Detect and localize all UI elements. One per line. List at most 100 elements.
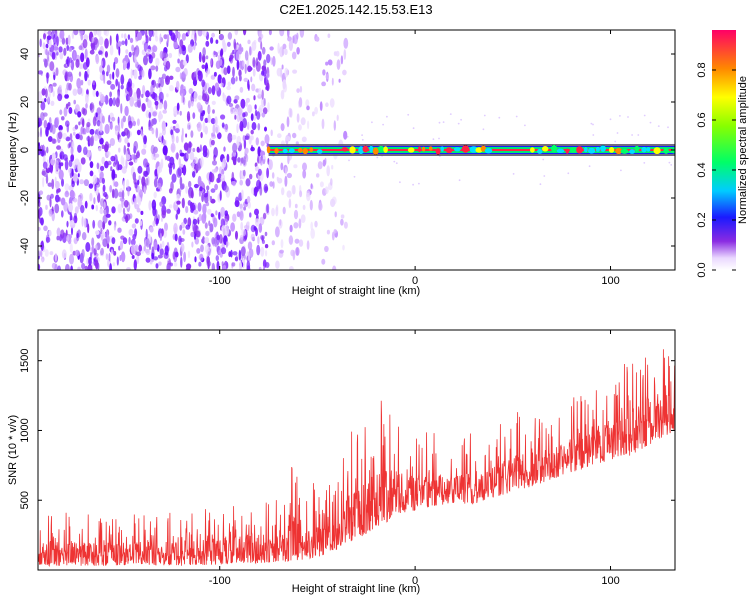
trace-blob [551, 144, 558, 153]
spectrogram-cell [254, 104, 257, 110]
spectrogram-cell [47, 93, 50, 104]
spectrogram-cell [138, 75, 142, 80]
spectrogram-cell [73, 197, 78, 203]
spectrogram-cell [89, 192, 93, 202]
spectrogram-cell [263, 266, 265, 270]
spectrogram-cell [292, 35, 295, 44]
spectrogram-cell [146, 99, 152, 109]
colorbar-tick-label: 0.4 [696, 162, 708, 177]
spectrogram-cell [83, 179, 89, 187]
spectrogram-cell [72, 88, 78, 96]
spectrogram-cell [57, 93, 63, 102]
spectrogram-cell [174, 233, 178, 242]
spectrogram-cell [199, 186, 203, 192]
spectrogram-cell [207, 114, 211, 124]
spectrogram-cell [122, 157, 125, 167]
spectrogram-cell [137, 31, 142, 41]
spectrogram-cell [301, 136, 307, 143]
spectrogram-cell [68, 168, 72, 174]
spectrogram-cell [250, 187, 255, 195]
spectrogram-cell [257, 236, 260, 245]
spectrogram-cell [258, 266, 262, 270]
spectrogram-cell [98, 130, 104, 136]
spectrogram-cell [252, 57, 256, 67]
spectrogram-cell [76, 232, 79, 239]
spectrogram-cell [261, 46, 266, 55]
spectrogram-cell [54, 159, 59, 171]
colorbar-gradient [712, 30, 736, 270]
spectrogram-cell [71, 226, 73, 236]
spectrogram-cell [217, 132, 222, 140]
spectrogram-cell [233, 160, 237, 166]
spectrogram-cell [81, 262, 86, 270]
spectrogram-cell [222, 94, 227, 102]
spectrogram-cell [196, 248, 201, 254]
spectrogram-cell [163, 34, 168, 40]
spectrogram-cell [236, 211, 241, 218]
spectrogram-cell [279, 46, 284, 58]
spectrogram-cell [314, 220, 318, 228]
spectrogram-cell [325, 102, 329, 107]
spectrogram-cell [93, 37, 98, 46]
spectrogram-cell [163, 52, 169, 58]
trace-blob [542, 146, 549, 152]
snr-y-tick-label: 1000 [19, 418, 31, 442]
spectrogram-cell [109, 91, 112, 98]
spectrogram-cell [74, 249, 80, 257]
trace-blob [369, 145, 374, 153]
spectrogram-cell [218, 249, 221, 256]
spectrogram-cell [263, 59, 267, 67]
spectrogram-cell [40, 250, 43, 258]
spectrogram-cell [127, 185, 130, 197]
spectrogram-cell [247, 65, 252, 73]
spectrogram-cell [376, 156, 379, 159]
spectrogram-cell [293, 222, 299, 229]
spectrogram-cell [227, 41, 231, 47]
spectrogram-cell [154, 169, 158, 177]
spectrogram-cell [199, 144, 202, 152]
spectrogram-x-tick-label: 0 [412, 275, 418, 287]
spectrogram-cell [117, 116, 120, 126]
spectrogram-cell [145, 228, 148, 240]
spectrogram-cell [176, 200, 181, 205]
spectrogram-cell [123, 145, 127, 155]
spectrogram-cell [197, 202, 202, 212]
spectrogram-cell [449, 113, 452, 115]
spectrogram-cell [39, 38, 42, 48]
spectrogram-cell [159, 201, 164, 207]
spectrogram-cell [292, 185, 296, 195]
spectrogram-cell [331, 77, 334, 86]
spectrogram-cell [122, 115, 127, 123]
spectrogram-cell [218, 33, 224, 41]
spectrogram-cell [151, 80, 155, 86]
spectrogram-cell [98, 133, 102, 140]
spectrogram-cell [250, 233, 255, 241]
spectrogram-cell [353, 175, 356, 178]
spectrogram-cell [185, 185, 189, 194]
spectrogram-cell [104, 141, 109, 151]
spectrogram-cell [226, 262, 229, 269]
spectrogram-cell [136, 251, 141, 257]
spectrogram-cell [193, 156, 198, 164]
spectrogram-cell [253, 95, 256, 101]
spectrogram-cell [165, 60, 171, 70]
spectrogram-cell [44, 98, 47, 103]
spectrogram-cell [61, 37, 66, 45]
spectrogram-cell [204, 222, 208, 229]
spectrogram-cell [130, 238, 136, 246]
spectrogram-cell [108, 114, 111, 123]
spectrogram-cell [186, 111, 191, 122]
spectrogram-cell [133, 92, 137, 102]
spectrogram-cell [227, 81, 231, 87]
spectrogram-cell [330, 198, 336, 208]
spectrogram-cell [166, 155, 171, 161]
spectrogram-cell [73, 30, 79, 36]
spectrogram-cell [173, 105, 178, 115]
spectrogram-cell [227, 32, 233, 40]
spectrogram-cell [127, 142, 130, 148]
spectrogram-cell [202, 93, 207, 102]
spectrogram-cell [213, 148, 218, 156]
spectrogram-cell [226, 95, 232, 105]
spectrogram-cell [76, 78, 82, 89]
snr-panel: -100 0 100 500 1000 1500 Height of straight l… [7, 329, 676, 595]
